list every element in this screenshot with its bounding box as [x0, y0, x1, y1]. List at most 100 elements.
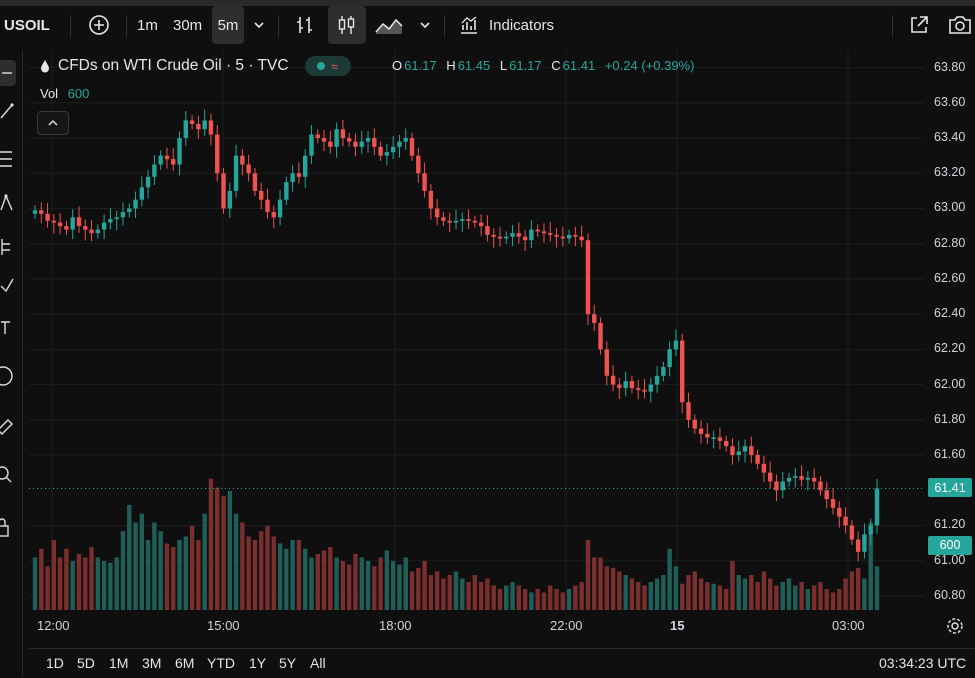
price-chart[interactable]	[29, 50, 924, 610]
market-status-badge[interactable]: ≈	[304, 56, 351, 76]
candle-body	[491, 234, 496, 237]
zoom-icon[interactable]	[0, 464, 14, 491]
range-5d[interactable]: 5D	[77, 655, 95, 671]
chevron-down-icon[interactable]	[418, 6, 432, 44]
candle-body	[434, 208, 440, 218]
indicators-label: Indicators	[489, 16, 555, 34]
volume-bar	[246, 536, 251, 610]
candle-body	[818, 481, 823, 491]
candle-body	[692, 419, 697, 429]
fib-icon[interactable]	[0, 148, 14, 175]
candle-body	[183, 120, 189, 139]
text-icon[interactable]	[0, 318, 14, 341]
candle-body	[855, 539, 861, 552]
candle-body	[843, 516, 848, 526]
price-label: 62.80	[934, 235, 966, 250]
candle-body	[120, 212, 126, 218]
volume-bar	[397, 564, 402, 610]
candle-body	[302, 155, 308, 177]
volume-bar	[271, 536, 276, 610]
settings-icon[interactable]	[945, 616, 965, 641]
range-1d[interactable]: 1D	[46, 655, 64, 671]
candle-body	[717, 437, 723, 441]
bar-compare-icon[interactable]	[294, 6, 316, 44]
interval-5m[interactable]: 5m	[212, 6, 244, 44]
volume-bar	[70, 561, 75, 610]
high-value: 61.45	[457, 58, 491, 73]
range-all[interactable]: All	[310, 655, 326, 671]
candle-body	[749, 446, 754, 456]
drawing-toolbar	[0, 50, 23, 677]
volume-bar	[277, 543, 283, 610]
candle-body	[240, 155, 245, 165]
lock-icon[interactable]	[0, 516, 14, 545]
collapse-legend-button[interactable]	[37, 111, 69, 135]
candle-body	[472, 220, 478, 223]
volume-bar	[127, 505, 132, 610]
volume-bar	[598, 557, 603, 610]
top-toolbar: USOIL 1m 30m 5m Indicators	[0, 6, 975, 44]
ruler-icon[interactable]	[0, 416, 14, 443]
candles-icon[interactable]	[328, 6, 366, 44]
projection-icon[interactable]	[0, 236, 14, 263]
volume-bar	[855, 568, 861, 610]
open-value: 61.17	[404, 58, 437, 73]
range-3m[interactable]: 3M	[142, 655, 162, 671]
camera-icon[interactable]	[947, 6, 973, 44]
plus-circle-icon[interactable]	[88, 6, 110, 44]
range-ytd[interactable]: YTD	[207, 655, 235, 671]
price-label: 61.60	[934, 447, 966, 462]
volume-bar	[233, 513, 239, 610]
window-top-strip	[0, 0, 975, 6]
current-price-tag: 61.41	[928, 478, 972, 498]
volume-bar	[837, 589, 842, 610]
open-label: O	[392, 58, 403, 73]
interval-1m[interactable]: 1m	[137, 16, 158, 34]
volume-bar	[786, 578, 792, 610]
emoji-icon[interactable]	[0, 364, 14, 393]
range-6m[interactable]: 6M	[175, 655, 195, 671]
candle-body	[573, 234, 578, 237]
indicators-button[interactable]: Indicators	[458, 6, 554, 44]
volume-bar	[780, 582, 785, 610]
candle-body	[723, 440, 729, 447]
volume-bar	[617, 571, 622, 610]
pattern-icon[interactable]	[0, 192, 14, 219]
range-1m[interactable]: 1M	[109, 655, 129, 671]
area-chart-icon[interactable]	[374, 6, 404, 44]
candle-body	[793, 476, 798, 478]
volume-bar	[535, 589, 540, 610]
candle-body	[145, 176, 151, 188]
range-5y[interactable]: 5Y	[279, 655, 297, 671]
legend-title[interactable]: CFDs on WTI Crude Oil · 5 · TVC	[58, 57, 289, 74]
candle-body	[485, 226, 490, 235]
volume-bar	[654, 578, 660, 610]
trendline-icon[interactable]	[0, 102, 14, 125]
candle-body	[711, 437, 716, 439]
volume-bar	[453, 571, 459, 610]
volume-bar	[755, 582, 760, 610]
candle-body	[108, 219, 113, 223]
volume-bar	[114, 557, 119, 610]
candle-body	[529, 229, 534, 241]
chevron-down-icon[interactable]	[252, 6, 266, 44]
price-label: 63.80	[934, 59, 966, 74]
open-external-icon[interactable]	[908, 6, 930, 44]
volume-bar	[95, 557, 101, 610]
crosshair-icon[interactable]	[0, 60, 16, 86]
candle-body	[171, 159, 176, 165]
candle-body	[252, 173, 258, 191]
volume-bar	[259, 531, 264, 610]
symbol-label[interactable]: USOIL	[4, 16, 50, 34]
volume-bar	[403, 557, 408, 610]
brush-icon[interactable]	[0, 276, 14, 301]
time-axis[interactable]: 12:00 15:00 18:00 22:00 15 03:00	[29, 612, 924, 640]
range-1y[interactable]: 1Y	[249, 655, 267, 671]
candle-body	[522, 236, 528, 241]
volume-bar	[296, 540, 302, 610]
clock[interactable]: 03:34:23 UTC	[879, 655, 967, 671]
candle-body	[811, 477, 817, 482]
interval-30m[interactable]: 30m	[173, 16, 203, 34]
volume-bar	[309, 557, 314, 610]
volume-bar	[302, 548, 308, 610]
